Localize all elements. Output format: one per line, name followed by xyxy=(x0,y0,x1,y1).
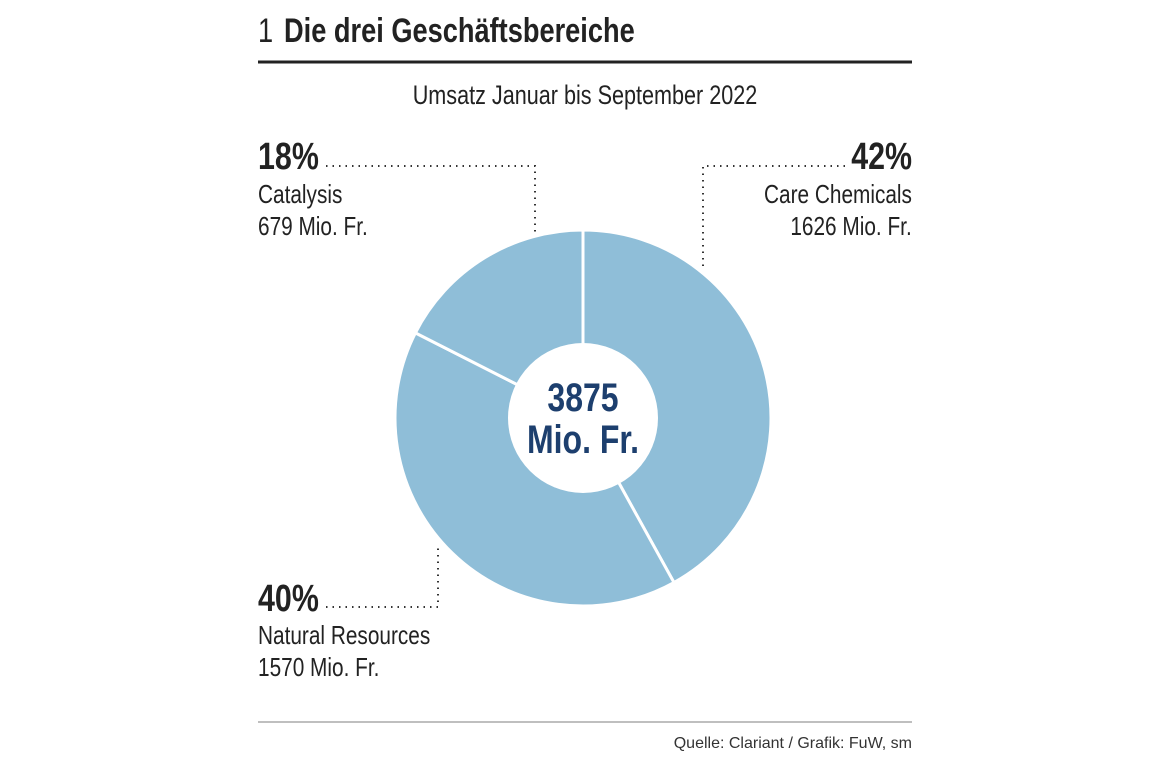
center-total: 3875 xyxy=(547,376,619,420)
leader-catalysis xyxy=(326,165,536,232)
catalysis-name: Catalysis xyxy=(258,179,343,209)
catalysis-percent: 18% xyxy=(258,136,319,178)
care-chemicals-percent: 42% xyxy=(851,136,912,178)
chart-subtitle: Umsatz Januar bis September 2022 xyxy=(412,80,758,110)
chart-number: 1 xyxy=(258,12,274,50)
leader-natural-resources xyxy=(326,545,439,608)
natural-resources-percent: 40% xyxy=(258,578,319,620)
donut-hole xyxy=(508,343,658,493)
care-chemicals-value: 1626 Mio. Fr. xyxy=(790,211,912,241)
center-unit: Mio. Fr. xyxy=(527,418,639,462)
chart-title: Die drei Geschäftsbereiche xyxy=(284,12,635,50)
catalysis-value: 679 Mio. Fr. xyxy=(258,211,368,241)
natural-resources-value: 1570 Mio. Fr. xyxy=(258,652,380,682)
slice-care-chemicals xyxy=(581,228,773,585)
source-note: Quelle: Clariant / Grafik: FuW, sm xyxy=(673,735,912,752)
natural-resources-name: Natural Resources xyxy=(258,620,431,650)
care-chemicals-name: Care Chemicals xyxy=(764,179,912,209)
